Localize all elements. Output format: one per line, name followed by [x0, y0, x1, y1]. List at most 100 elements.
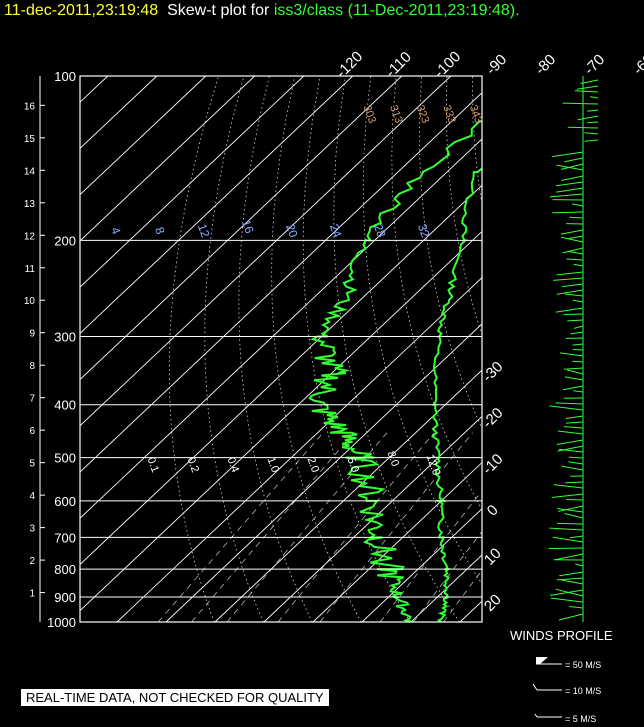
temp-tick-label-right: -10 — [479, 451, 506, 478]
wind-barb — [562, 247, 584, 254]
dry-adiabat-line — [271, 76, 362, 622]
isotherm-line — [80, 138, 482, 519]
isotherm-line — [80, 184, 482, 566]
dry-adiabat-line — [391, 76, 482, 511]
isotherm-line — [459, 600, 482, 622]
mixing-ratio-label: 8 — [152, 225, 168, 236]
wind-barb — [569, 216, 584, 219]
isotherm-line — [607, 76, 644, 622]
wind-barb — [572, 203, 584, 207]
mixing-ratio-label: 28 — [371, 222, 389, 240]
dry-adiabat-label: 323 — [414, 104, 432, 125]
wind-barb — [557, 522, 584, 525]
mixing-ratio-label: 16 — [239, 218, 257, 236]
isotherm-line — [214, 369, 482, 622]
wind-barb — [549, 405, 584, 411]
isotherm-line — [263, 415, 482, 622]
temp-tick-label-right: -30 — [479, 358, 506, 385]
mixing-ratio-line — [191, 432, 355, 622]
wind-barb — [570, 331, 584, 335]
dry-adiabat-label: 303 — [361, 104, 379, 125]
wind-barb — [568, 126, 599, 129]
mixing-ratio-label: 0.1 — [145, 456, 162, 474]
chart-title: 11-dec-2011,23:19:48 Skew-t plot for iss… — [4, 2, 520, 24]
wind-barb — [565, 421, 584, 424]
pressure-tick-label: 600 — [54, 494, 76, 509]
legend-barb-10-flag — [532, 683, 538, 691]
wind-barb — [556, 439, 584, 445]
wind-barb — [556, 271, 584, 276]
wind-barb — [550, 589, 584, 596]
wind-barb — [552, 211, 584, 214]
wind-barb — [559, 448, 584, 453]
plot-frame — [79, 75, 483, 623]
temp-tick-label-top: -80 — [532, 51, 559, 78]
wind-legend-5: = 5 M/S — [565, 714, 597, 724]
dry-adiabat-line — [362, 76, 482, 585]
height-tick-label: 15 — [24, 134, 36, 145]
wind-barb — [580, 79, 599, 84]
mixing-ratio-line — [277, 432, 435, 622]
wind-barb — [564, 376, 584, 381]
mixing-ratio-label: 4 — [108, 225, 124, 236]
quality-note: REAL-TIME DATA, NOT CHECKED FOR QUALITY — [21, 689, 329, 706]
wind-barb — [568, 456, 584, 459]
wind-barb — [567, 319, 584, 322]
height-tick-label: 3 — [29, 524, 35, 535]
dewpoint-trace — [308, 119, 482, 622]
wind-barb — [553, 277, 584, 281]
wind-barb — [573, 263, 584, 267]
mixing-ratio-label: 20 — [283, 222, 301, 240]
isotherm-line — [80, 76, 305, 288]
dry-adiabat-line — [204, 76, 264, 622]
wind-barb — [558, 613, 584, 621]
wind-barb — [560, 229, 584, 235]
isotherm-line — [80, 76, 256, 242]
wind-barb — [575, 563, 584, 567]
wind-barb — [562, 102, 599, 105]
pressure-tick-label: 700 — [54, 530, 76, 545]
wind-barb — [573, 390, 584, 393]
temp-tick-label-top: -70 — [581, 51, 608, 78]
height-tick-label: 7 — [29, 394, 35, 405]
height-tick-label: 16 — [24, 101, 36, 112]
wind-barb — [550, 597, 584, 603]
temp-tick-label-top: -60 — [630, 51, 644, 78]
title-stamp: (11-Dec-2011,23:19:48) — [347, 2, 516, 19]
mixing-ratio-label: 12 — [195, 222, 213, 240]
legend-barb-5-flag — [534, 713, 538, 718]
wind-barb — [565, 415, 584, 419]
dry-adiabat-label: 333 — [440, 104, 458, 125]
isotherm-line — [312, 461, 482, 622]
wind-barb — [574, 90, 599, 93]
isotherm-line — [165, 323, 482, 622]
legend-barb-50 — [536, 657, 548, 664]
height-tick-label: 9 — [29, 329, 35, 340]
pressure-tick-label: 300 — [54, 330, 76, 345]
wind-barb — [576, 85, 599, 90]
mixing-ratio-label: 0.2 — [185, 456, 202, 474]
mixing-ratio-label: 2.0 — [305, 456, 322, 474]
wind-barb — [555, 402, 584, 405]
isotherm-line — [80, 76, 158, 150]
isotherm-line — [80, 76, 354, 334]
pressure-tick-label: 100 — [54, 69, 76, 84]
wind-barb — [559, 352, 584, 357]
wind-barb — [557, 445, 584, 452]
pressure-tick-label: 200 — [54, 233, 76, 248]
title-dot: . — [515, 2, 520, 19]
mixing-ratio-label: 8.0 — [385, 450, 402, 468]
wind-barb — [552, 151, 584, 158]
temp-tick-label-top: -90 — [483, 51, 510, 78]
wind-barb — [587, 121, 599, 124]
wind-barb — [565, 481, 584, 484]
temp-tick-label-right: 0 — [484, 502, 502, 520]
dry-adiabat-line — [419, 76, 482, 430]
pressure-tick-label: 800 — [54, 562, 76, 577]
wind-barb — [573, 325, 584, 329]
isotherm-line — [0, 76, 59, 622]
wind-barb — [587, 109, 599, 112]
height-tick-label: 1 — [29, 589, 35, 600]
wind-barb — [590, 96, 599, 99]
